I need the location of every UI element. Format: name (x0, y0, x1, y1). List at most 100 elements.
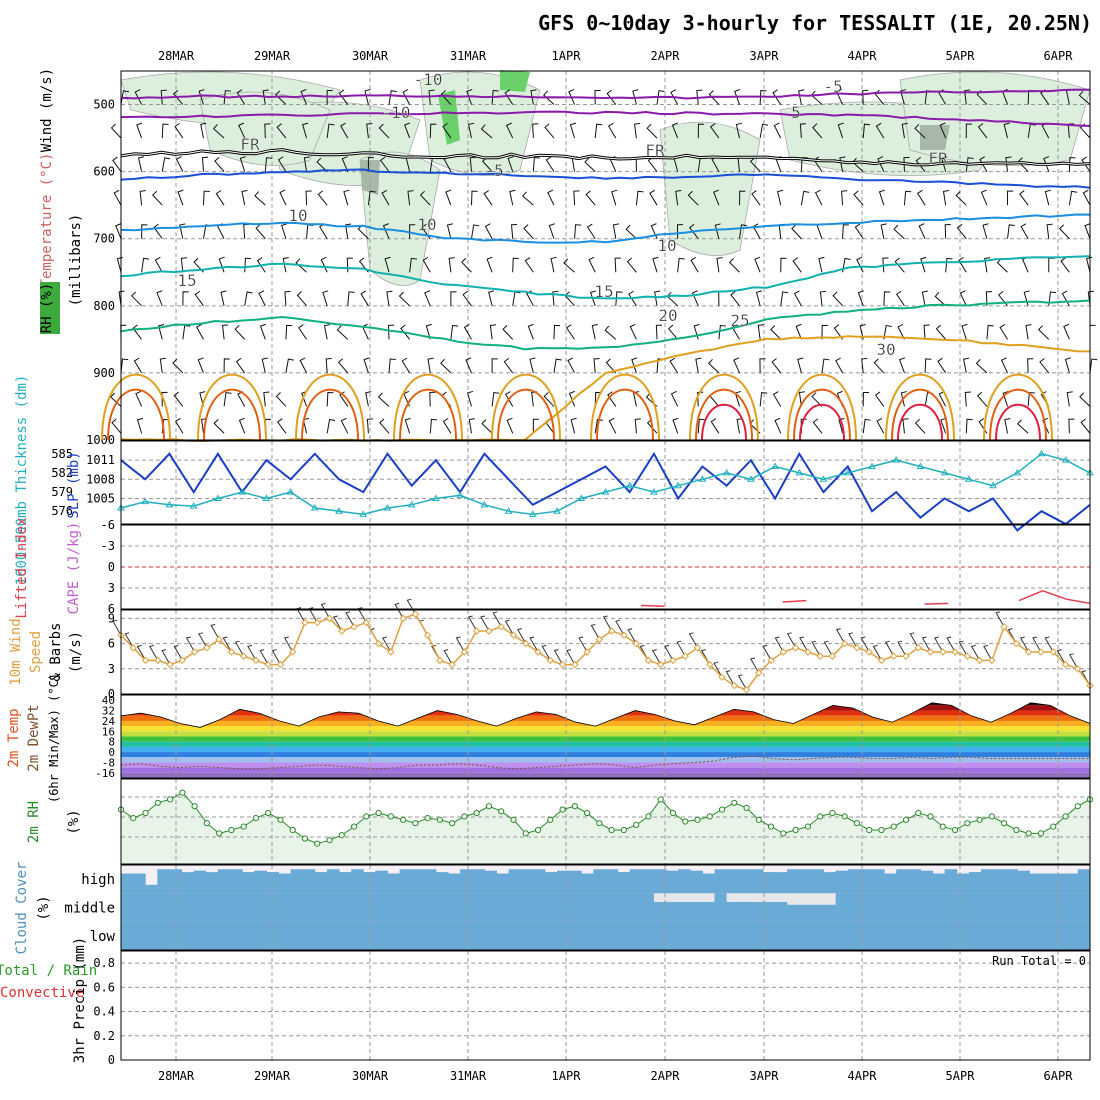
wind-barb (771, 358, 782, 374)
cloud-high-bar (726, 869, 740, 894)
cloud-middle-bar (242, 893, 255, 922)
wind-barb (749, 157, 761, 172)
cloud-middle-gap (787, 893, 800, 905)
cloud-high-bar (472, 869, 485, 894)
wind-barb (655, 324, 662, 340)
wind-barb (1058, 224, 1070, 240)
wind-barb (811, 392, 823, 407)
wind-barb (419, 190, 431, 206)
wind-speed-marker (632, 639, 640, 648)
wind-barb (709, 123, 720, 139)
wind-barb (491, 358, 498, 373)
wind-speed-marker (252, 656, 260, 665)
cloud-middle-bar (641, 893, 655, 922)
thickness-marker (480, 500, 489, 508)
cloud-middle-bar (605, 893, 619, 922)
wind-barb (236, 89, 246, 105)
wind-barb (505, 122, 514, 139)
rh-marker (1013, 826, 1020, 834)
date-label-bottom: 29MAR (254, 1069, 291, 1083)
wind-barb (509, 189, 516, 206)
wind-barb (799, 636, 809, 653)
wind-barb (862, 89, 869, 105)
wind-speed-marker (853, 644, 861, 652)
wind-barb (202, 190, 210, 206)
wind-barb (791, 224, 802, 240)
wind-barb (585, 190, 596, 206)
rh-marker (633, 821, 640, 829)
wind-barb (198, 632, 208, 649)
rh-marker (829, 809, 836, 817)
wind-barb (916, 189, 926, 206)
wind-barb (821, 324, 828, 340)
cloud-middle-bar (278, 893, 292, 922)
wind-barb (131, 291, 142, 307)
rh-marker (387, 813, 394, 820)
wind-barb (941, 156, 948, 172)
cloud-middle-gap (678, 893, 691, 902)
cloud-high-bar (859, 869, 873, 894)
wind-barb (281, 223, 288, 239)
rh-marker (645, 813, 652, 820)
cloud-middle-bar (690, 901, 703, 922)
rh-marker (510, 816, 517, 823)
wind-barb (676, 640, 686, 657)
contour-label: 20 (658, 306, 677, 325)
wind-barb (924, 358, 932, 373)
wind-barb (923, 324, 930, 340)
thickness-marker (238, 488, 247, 495)
wind-barb (883, 324, 892, 340)
wind-barb (563, 258, 575, 273)
thickness-marker (189, 502, 198, 509)
panel-border (120, 950, 1091, 1061)
cloud-middle-gap (775, 893, 788, 902)
thickness-marker (989, 481, 997, 489)
wind-speed-marker (423, 631, 432, 639)
wind-barb (276, 123, 287, 139)
wind-speed-marker (374, 639, 383, 648)
wind-speed-marker (546, 656, 555, 665)
wind-barb (1007, 224, 1015, 239)
wind-barb (446, 223, 453, 239)
wind-barb (488, 290, 495, 306)
wind-barb (173, 391, 184, 407)
wind-barb (180, 257, 188, 273)
wind-barb (222, 636, 232, 653)
temp-band (121, 767, 1090, 773)
wind-barb (132, 324, 143, 340)
panel-border (120, 778, 1091, 865)
cloud-high-bar (278, 873, 292, 894)
date-label-top: 1APR (552, 49, 582, 63)
wind-barb (364, 89, 371, 105)
wind-barb (841, 190, 848, 206)
wind-barb (503, 357, 514, 374)
wind-speed-marker (485, 627, 493, 635)
thickness-marker (1037, 449, 1046, 457)
cloud-middle-gap (762, 893, 776, 902)
wind-barb (614, 257, 621, 273)
cloud-middle-bar (387, 893, 401, 922)
wind-barb (632, 89, 639, 105)
cloud-middle-bar (121, 893, 134, 922)
wind-barb (388, 324, 395, 340)
temp-band (121, 741, 1090, 747)
wind-barb (480, 124, 493, 139)
wind-barb (897, 323, 905, 340)
wind-barb (524, 257, 534, 273)
wind-barb (214, 156, 225, 172)
wind-barb (714, 223, 721, 239)
thickness-marker (310, 504, 319, 511)
rh-marker (620, 826, 627, 834)
wind-speed-marker (264, 660, 272, 669)
wind-speed-marker (276, 660, 285, 669)
wind-barb (201, 156, 209, 172)
warm-contour (101, 373, 171, 441)
cloud-middle-bar (484, 893, 497, 922)
cloud-high-bar (653, 869, 667, 894)
date-label-top: 4APR (848, 49, 878, 63)
wind-barb (737, 674, 747, 691)
contour-label: 5 (791, 103, 801, 122)
wind-barb (955, 191, 967, 206)
y-tick-label: 1000 (86, 433, 115, 447)
